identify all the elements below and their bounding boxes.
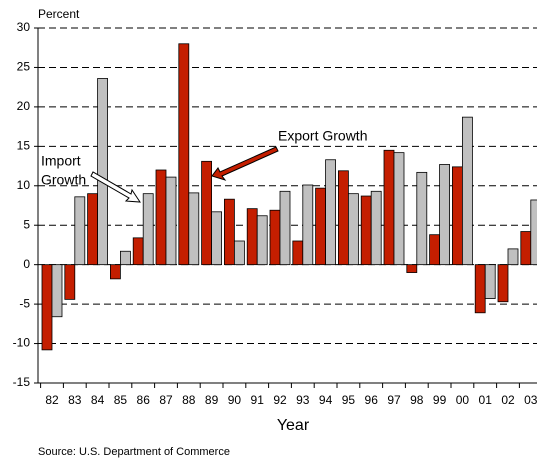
bar: [188, 192, 200, 266]
bar: [256, 215, 268, 266]
x-tick-label: 86: [137, 393, 151, 407]
bar: [292, 240, 304, 266]
bar: [201, 160, 213, 266]
bar: [497, 264, 509, 303]
bar: [383, 149, 395, 266]
bar: [451, 166, 463, 266]
source: Source: U.S. Department of Commerce: [38, 446, 230, 458]
bar: [120, 250, 131, 266]
x-tick-label: 87: [159, 393, 173, 407]
bar: [337, 170, 349, 266]
x-tick-label: 96: [365, 393, 379, 407]
bar: [233, 240, 245, 266]
bar: [393, 152, 405, 266]
y-tick-label: -5: [19, 296, 30, 310]
bar: [439, 164, 451, 266]
x-tick-label: 83: [68, 393, 82, 407]
export-arrow: [211, 146, 279, 181]
y-tick-label: 0: [23, 257, 30, 271]
bar: [302, 184, 314, 266]
y-tick-label: 15: [17, 139, 31, 153]
x-tick-label: 99: [433, 393, 447, 407]
x-tick-label: 93: [296, 393, 310, 407]
bar: [325, 159, 337, 266]
bar: [211, 211, 223, 266]
x-tick-label: 02: [501, 393, 515, 407]
bar: [246, 208, 258, 266]
bar: [178, 43, 190, 266]
x-tick-label: 03: [524, 393, 537, 407]
bar: [51, 264, 63, 318]
x-tick-label: 89: [205, 393, 219, 407]
x-tick-label: 82: [45, 393, 59, 407]
bar: [223, 198, 235, 266]
bar: [97, 78, 108, 266]
x-tick-label: 98: [410, 393, 424, 407]
y-tick-label: -15: [13, 375, 31, 389]
bar: [461, 116, 473, 266]
y-axis-label: Percent: [38, 7, 80, 21]
bar: [315, 187, 327, 266]
x-tick-label: 85: [114, 393, 128, 407]
bar: [41, 264, 53, 351]
bar: [520, 231, 532, 266]
annotation: Export Growth: [278, 128, 367, 144]
bar: [87, 193, 98, 266]
import-arrow: [90, 171, 141, 203]
x-tick-label: 01: [479, 393, 493, 407]
bar: [484, 264, 496, 299]
bar: [110, 264, 121, 280]
x-axis-label: Year: [277, 417, 310, 434]
y-tick-label: 10: [17, 178, 31, 192]
annotation: Growth: [41, 172, 86, 188]
bar: [507, 248, 519, 266]
x-tick-label: 84: [91, 393, 105, 407]
bar: [155, 169, 167, 266]
bar: [74, 196, 86, 266]
bar: [64, 264, 76, 300]
x-tick-label: 88: [182, 393, 196, 407]
bar: [530, 199, 537, 266]
bar: [142, 193, 154, 266]
y-tick-label: 25: [17, 60, 31, 74]
x-tick-label: 00: [456, 393, 470, 407]
plot-area: -15 -10 -5 0 5 10 15 20 25 30 82 83 84 85 86 87 88 89 90 91…: [13, 20, 537, 407]
bar: [347, 193, 359, 266]
x-tick-label: 94: [319, 393, 333, 407]
bar: [269, 209, 281, 266]
x-tick-label: 91: [251, 393, 265, 407]
bar: [360, 195, 372, 266]
y-tick-label: 30: [17, 20, 31, 34]
bar: [370, 190, 382, 266]
bar: [474, 264, 486, 314]
bar: [416, 171, 428, 266]
y-tick-label: 20: [17, 99, 31, 113]
x-tick-label: 90: [228, 393, 242, 407]
bar: [132, 237, 144, 266]
x-tick-label: 95: [342, 393, 356, 407]
x-tick-label: 92: [273, 393, 287, 407]
annotation: Import: [41, 153, 81, 169]
y-tick-label: -10: [13, 336, 31, 350]
y-tick-label: 5: [23, 217, 30, 231]
bar: [429, 234, 441, 266]
bar: [279, 190, 291, 266]
x-tick-label: 97: [387, 393, 401, 407]
bar: [406, 264, 418, 273]
bar: [165, 176, 177, 266]
